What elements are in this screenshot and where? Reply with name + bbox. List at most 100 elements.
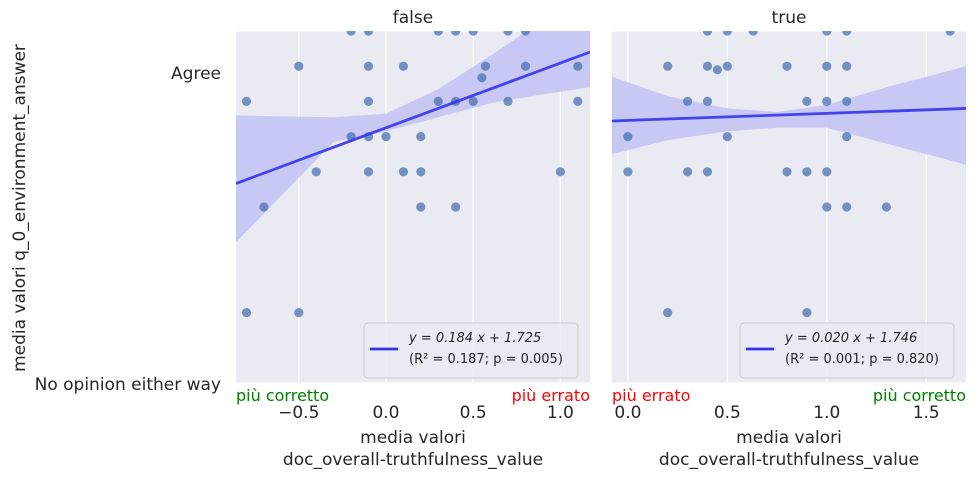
data-point: [802, 308, 812, 318]
corner-annotation-left: più errato: [612, 386, 690, 405]
x-axis-label-line2: doc_overall-truthfulness_value: [283, 450, 543, 470]
data-point: [520, 61, 531, 71]
data-point: [241, 308, 252, 318]
corner-annotation-right: più corretto: [873, 386, 966, 405]
data-point: [468, 96, 478, 106]
data-point: [802, 96, 812, 106]
data-point: [480, 61, 490, 71]
legend-equation: y = 0.184 x + 1.725: [408, 331, 541, 346]
data-point: [842, 132, 852, 142]
data-point: [702, 31, 713, 36]
data-point: [822, 31, 832, 36]
data-point: [683, 96, 693, 106]
legend: y = 0.184 x + 1.725 (R² = 0.187; p = 0.00…: [363, 322, 579, 379]
data-point: [945, 31, 955, 36]
regression-line: [612, 107, 966, 123]
panel-title: false: [393, 8, 433, 28]
data-point: [573, 96, 583, 106]
data-point: [503, 31, 513, 36]
panel-true: 0.0 0.5 1.0 1.5 y = 0.020 x + 1.746 (R² = 0.0…: [612, 8, 966, 470]
x-tick-label: 0.5: [714, 403, 741, 423]
data-point: [555, 167, 566, 177]
data-point: [311, 167, 321, 177]
corner-annotation-right: più errato: [512, 386, 590, 405]
data-point: [881, 202, 892, 212]
data-point: [842, 96, 852, 106]
data-point: [663, 308, 673, 318]
data-point: [822, 202, 832, 212]
legend-stats: (R² = 0.187; p = 0.005): [409, 352, 563, 367]
x-tick-label: 1.0: [547, 403, 574, 423]
legend-stats: (R² = 0.001; p = 0.820): [785, 352, 939, 367]
panels: −0.5 0.0 0.5 1.0 y = 0.184 x + 1.725 (R² = 0.…: [236, 8, 966, 470]
data-point: [451, 202, 461, 212]
data-point: [722, 132, 732, 142]
panel-false: −0.5 0.0 0.5 1.0 y = 0.184 x + 1.725 (R² = 0.…: [236, 8, 590, 470]
data-point: [294, 308, 304, 318]
data-point: [623, 167, 633, 177]
legend: y = 0.020 x + 1.746 (R² = 0.001; p = 0.82…: [739, 322, 955, 379]
data-point: [381, 132, 391, 142]
panel-title: true: [772, 8, 807, 28]
data-point: [346, 31, 356, 36]
data-point: [822, 167, 832, 177]
data-point: [416, 132, 426, 142]
data-point: [822, 96, 832, 106]
data-point: [241, 96, 252, 106]
data-point: [842, 202, 852, 212]
data-point: [802, 167, 812, 177]
x-axis-label-line1: media valori: [360, 428, 466, 448]
data-point: [433, 96, 443, 106]
x-tick-label: 1.5: [913, 403, 940, 423]
data-point: [683, 167, 693, 177]
y-axis-label: media valori q_0_environment_answer: [10, 44, 30, 372]
data-point: [259, 202, 269, 212]
data-point: [722, 31, 732, 36]
y-tick-label-agree: Agree: [171, 64, 221, 84]
data-point: [398, 167, 408, 177]
data-point: [663, 61, 673, 71]
data-point: [416, 167, 426, 177]
x-axis-label-line2: doc_overall-truthfulness_value: [659, 450, 919, 470]
data-point: [702, 61, 713, 71]
corner-annotation-left: più corretto: [236, 386, 329, 405]
data-point: [433, 31, 443, 36]
legend-box: [739, 322, 955, 379]
legend-box: [363, 322, 579, 379]
x-tick-label: 0.0: [372, 403, 399, 423]
data-point: [782, 61, 792, 71]
regression-line: [236, 50, 590, 185]
data-point: [702, 167, 713, 177]
x-axis-label-line1: media valori: [736, 428, 842, 448]
data-point: [573, 61, 583, 71]
data-point: [503, 96, 513, 106]
data-point: [416, 202, 426, 212]
plot-area: [612, 31, 966, 318]
data-point: [702, 96, 713, 106]
x-tick-label: −0.5: [278, 403, 319, 423]
x-tick-label: 0.0: [614, 403, 641, 423]
data-point: [363, 96, 374, 106]
data-point: [451, 31, 461, 36]
x-tick-label: 1.0: [813, 403, 840, 423]
data-point: [363, 31, 374, 36]
data-point: [520, 31, 531, 36]
data-point: [477, 73, 487, 83]
data-point: [623, 132, 633, 142]
data-point: [842, 31, 852, 36]
data-point: [782, 167, 792, 177]
data-point: [363, 61, 374, 71]
legend-equation: y = 0.020 x + 1.746: [784, 331, 917, 346]
y-tick-label-no-opinion: No opinion either way: [35, 375, 221, 395]
x-tick-label: 0.5: [460, 403, 487, 423]
data-point: [722, 61, 732, 71]
data-point: [712, 65, 723, 75]
plot-area: [236, 31, 590, 318]
data-point: [842, 61, 852, 71]
data-point: [398, 61, 408, 71]
data-point: [363, 167, 374, 177]
data-point: [468, 31, 478, 36]
data-point: [294, 61, 304, 71]
data-point: [748, 31, 758, 36]
